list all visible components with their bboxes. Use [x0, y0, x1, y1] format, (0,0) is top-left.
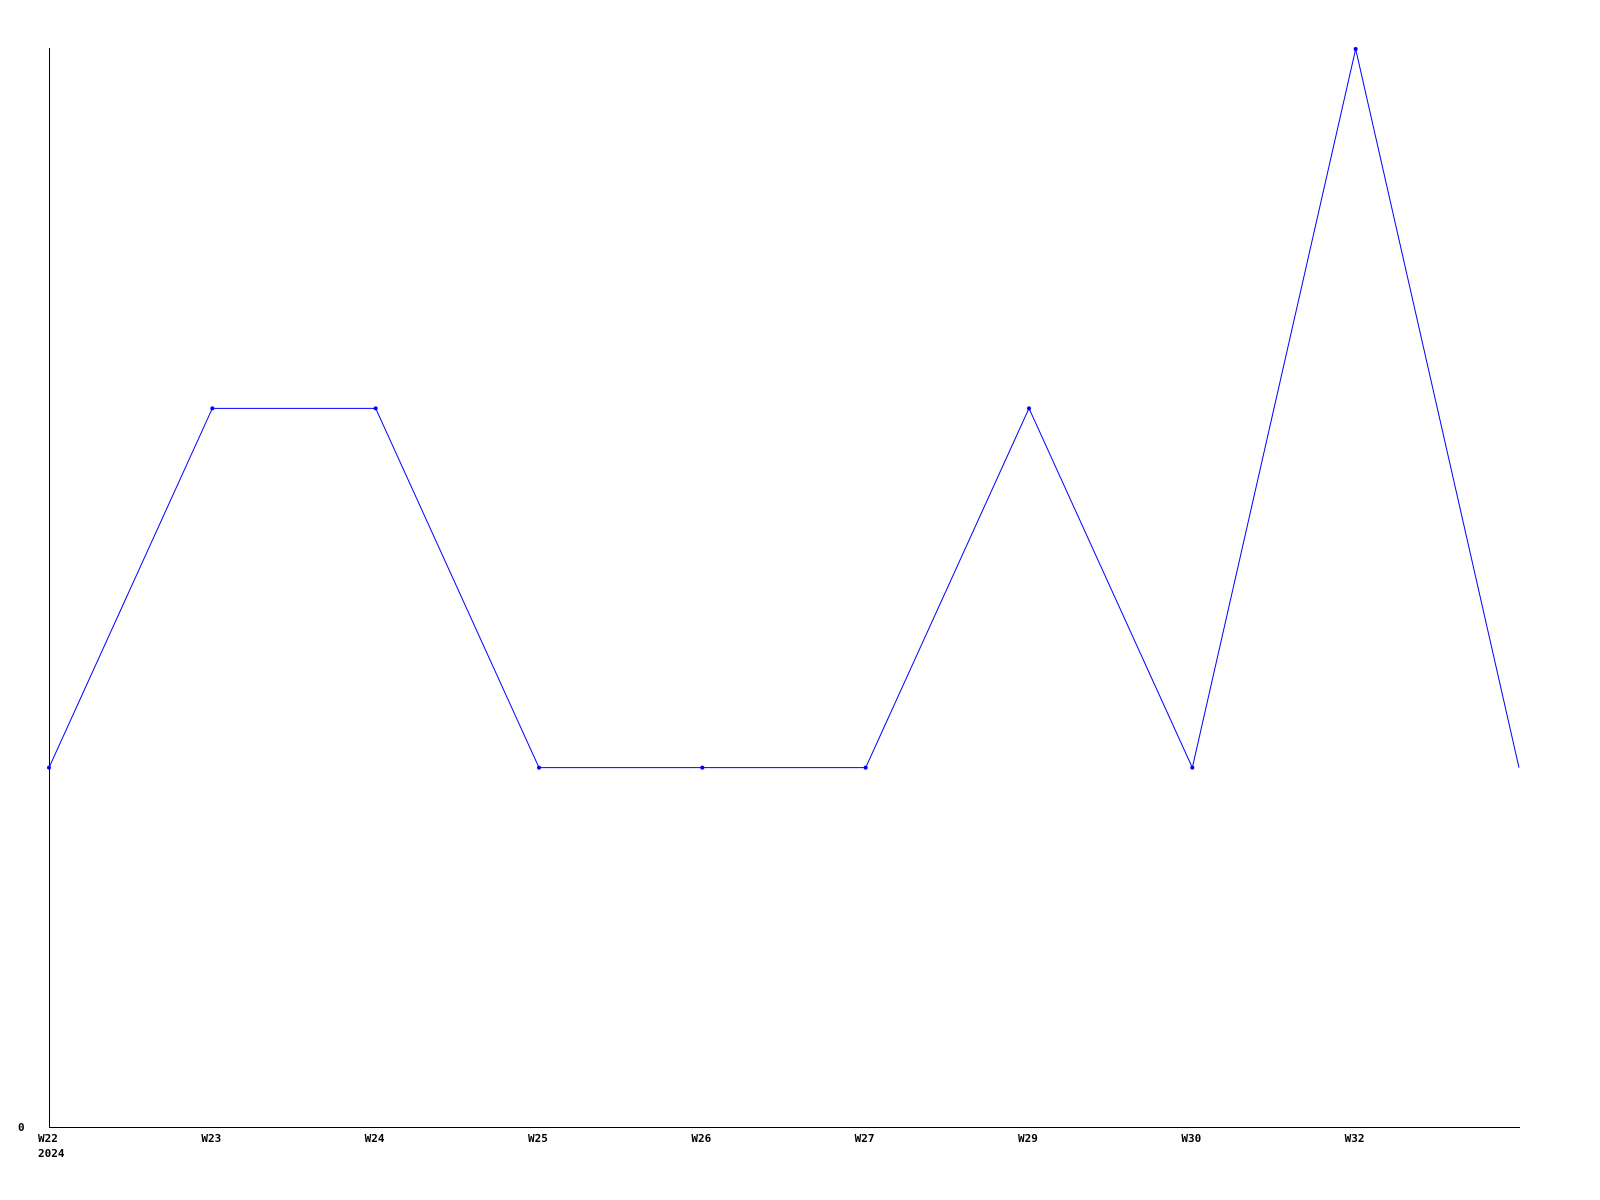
x-tick-label-w29: W29: [1018, 1132, 1038, 1145]
x-tick-label-w22: W22: [38, 1132, 58, 1145]
x-tick-label-w23: W23: [201, 1132, 221, 1145]
x-tick-label-w25: W25: [528, 1132, 548, 1145]
x-tick-label-w30: W30: [1181, 1132, 1201, 1145]
data-point-5: [863, 765, 868, 770]
x-tick-label-w24: W24: [365, 1132, 385, 1145]
x-tick-label-w27: W27: [855, 1132, 875, 1145]
data-point-7: [1190, 765, 1195, 770]
data-point-3: [537, 765, 541, 770]
x-tick-label-w32: W32: [1345, 1132, 1365, 1145]
series-line-0: [48, 48, 1520, 770]
data-point-4: [700, 765, 705, 770]
data-point-6: [1027, 406, 1031, 411]
data-point-0: [47, 765, 51, 770]
data-point-1: [210, 406, 215, 411]
x-sublabel-year: 2024: [38, 1147, 65, 1160]
data-point-2: [373, 406, 378, 411]
data-point-8: [1353, 47, 1358, 51]
x-tick-label-w26: W26: [691, 1132, 711, 1145]
y-tick-label-0: 0: [18, 1121, 25, 1134]
